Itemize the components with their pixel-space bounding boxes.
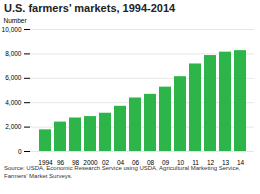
svg-text:4,000: 4,000 <box>5 99 22 106</box>
svg-text:10: 10 <box>177 159 185 165</box>
svg-text:Number: Number <box>4 17 28 24</box>
svg-text:10,000: 10,000 <box>2 26 22 33</box>
svg-text:96: 96 <box>57 159 65 165</box>
svg-text:08: 08 <box>147 159 155 165</box>
html-text:Source: USDA, Economic Researc: Source: USDA, Economic Research Service … <box>4 165 241 179</box>
html-text:U.S. farmers’ markets, 1994-20: U.S. farmers’ markets, 1994-2014 <box>4 2 176 14</box>
svg-text:2,000: 2,000 <box>5 123 22 130</box>
svg-text:14: 14 <box>237 159 245 165</box>
svg-text:98: 98 <box>72 159 80 165</box>
svg-text:06: 06 <box>132 159 140 165</box>
svg-text:2000: 2000 <box>83 159 98 165</box>
svg-text:04: 04 <box>117 159 125 165</box>
svg-text:11: 11 <box>192 159 199 165</box>
svg-text:12: 12 <box>207 159 215 165</box>
svg-text:02: 02 <box>102 159 110 165</box>
svg-text:13: 13 <box>222 159 230 165</box>
svg-text:6,000: 6,000 <box>5 74 22 81</box>
svg-text:0: 0 <box>18 148 22 155</box>
svg-text:1994: 1994 <box>38 159 53 165</box>
svg-text:09: 09 <box>162 159 170 165</box>
svg-text:8,000: 8,000 <box>5 50 22 57</box>
